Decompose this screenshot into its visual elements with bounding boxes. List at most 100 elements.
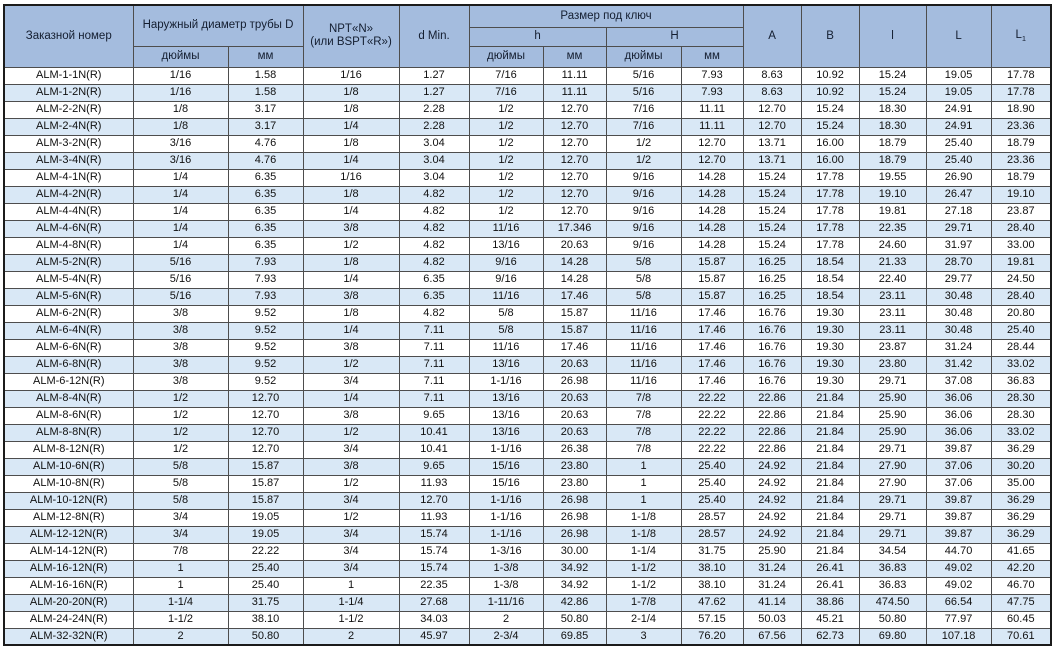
cell-l-small: 36.83	[858, 576, 927, 595]
cell-l-small: 15.24	[858, 66, 927, 85]
cell-b: 10.92	[800, 66, 860, 85]
table-row: ALM-3-2N(R) 3/16 4.76 1/8 3.04 1/2 12.70 1/2 12.…	[3, 134, 1052, 153]
cell-l-small: 23.11	[858, 321, 927, 340]
cell-l-small: 50.80	[858, 610, 927, 629]
cell-hbig-inches: 5/8	[605, 253, 682, 272]
cell-d-min: 45.97	[398, 627, 470, 646]
cell-b: 17.78	[800, 202, 860, 221]
cell-hbig-inches: 7/16	[605, 100, 682, 119]
cell-d-mm: 6.35	[227, 185, 304, 204]
cell-a: 22.86	[742, 423, 802, 442]
cell-hbig-inches: 9/16	[605, 219, 682, 238]
cell-order-number: ALM-2-2N(R)	[3, 100, 134, 119]
cell-d-inches: 1/8	[132, 100, 229, 119]
cell-d-inches: 1/2	[132, 389, 229, 408]
cell-l-big: 49.02	[925, 559, 992, 578]
cell-hbig-mm: 28.57	[680, 525, 744, 544]
cell-h-mm: 15.87	[542, 321, 607, 340]
cell-b: 16.00	[800, 134, 860, 153]
cell-b: 21.84	[800, 525, 860, 544]
cell-npt: 3/8	[302, 457, 400, 476]
cell-l-big: 26.90	[925, 168, 992, 187]
cell-d-min: 7.11	[398, 338, 470, 357]
cell-b: 18.54	[800, 253, 860, 272]
cell-d-mm: 6.35	[227, 168, 304, 187]
cell-h-mm: 42.86	[542, 593, 607, 612]
cell-npt: 1/2	[302, 236, 400, 255]
table-row: ALM-4-1N(R) 1/4 6.35 1/16 3.04 1/2 12.70 9/16 14…	[3, 168, 1052, 187]
cell-npt: 1/8	[302, 253, 400, 272]
cell-npt: 1/2	[302, 474, 400, 493]
cell-h-inches: 1-3/8	[468, 576, 544, 595]
cell-npt: 1/4	[302, 202, 400, 221]
cell-d-inches: 5/8	[132, 457, 229, 476]
cell-l1: 46.70	[990, 576, 1052, 595]
cell-a: 16.76	[742, 338, 802, 357]
cell-hbig-inches: 1	[605, 474, 682, 493]
cell-npt: 1/2	[302, 508, 400, 527]
cell-h-mm: 17.46	[542, 338, 607, 357]
cell-l-big: 49.02	[925, 576, 992, 595]
cell-d-min: 3.04	[398, 168, 470, 187]
cell-d-mm: 1.58	[227, 66, 304, 85]
table-row: ALM-5-2N(R) 5/16 7.93 1/8 4.82 9/16 14.28 5/8 15…	[3, 253, 1052, 272]
cell-l-big: 36.06	[925, 423, 992, 442]
cell-order-number: ALM-6-12N(R)	[3, 372, 134, 391]
cell-h-inches: 1-3/8	[468, 559, 544, 578]
table-row: ALM-6-6N(R) 3/8 9.52 3/8 7.11 11/16 17.46 11/16…	[3, 338, 1052, 357]
cell-d-min: 11.93	[398, 508, 470, 527]
cell-a: 15.24	[742, 202, 802, 221]
cell-l1: 42.20	[990, 559, 1052, 578]
table-row: ALM-4-6N(R) 1/4 6.35 3/8 4.82 11/16 17.346 9/16…	[3, 219, 1052, 238]
cell-d-inches: 5/8	[132, 491, 229, 510]
col-header-l1: L1	[990, 4, 1052, 68]
col-header-h-inches: дюймы	[468, 45, 544, 68]
cell-h-mm: 12.70	[542, 134, 607, 153]
cell-b: 21.84	[800, 423, 860, 442]
table-row: ALM-10-8N(R) 5/8 15.87 1/2 11.93 15/16 23.80 1 2…	[3, 474, 1052, 493]
cell-h-inches: 1-1/16	[468, 440, 544, 459]
table-row: ALM-2-2N(R) 1/8 3.17 1/8 2.28 1/2 12.70 7/16 11.…	[3, 100, 1052, 119]
cell-hbig-mm: 22.22	[680, 406, 744, 425]
cell-d-inches: 1/16	[132, 66, 229, 85]
cell-d-mm: 4.76	[227, 134, 304, 153]
cell-l-big: 36.06	[925, 406, 992, 425]
cell-order-number: ALM-6-8N(R)	[3, 355, 134, 374]
cell-h-inches: 5/8	[468, 321, 544, 340]
col-header-npt: NPT«N» (или BSPT«R»)	[302, 4, 400, 68]
cell-b: 15.24	[800, 117, 860, 136]
cell-d-mm: 25.40	[227, 559, 304, 578]
cell-a: 16.25	[742, 253, 802, 272]
cell-d-inches: 3/4	[132, 508, 229, 527]
cell-d-mm: 50.80	[227, 627, 304, 646]
cell-a: 25.90	[742, 542, 802, 561]
cell-hbig-inches: 5/8	[605, 270, 682, 289]
cell-order-number: ALM-14-12N(R)	[3, 542, 134, 561]
cell-a: 24.92	[742, 525, 802, 544]
cell-b: 21.84	[800, 491, 860, 510]
table-row: ALM-20-20N(R) 1-1/4 31.75 1-1/4 27.68 1-11/16…	[3, 593, 1052, 612]
col-header-h-big: H	[605, 26, 744, 47]
cell-l1: 28.30	[990, 406, 1052, 425]
cell-npt: 3/4	[302, 491, 400, 510]
cell-l1: 28.30	[990, 389, 1052, 408]
cell-l1: 28.44	[990, 338, 1052, 357]
l1-subscript: 1	[1021, 33, 1027, 43]
cell-hbig-inches: 7/8	[605, 406, 682, 425]
cell-order-number: ALM-20-20N(R)	[3, 593, 134, 612]
cell-d-inches: 1/8	[132, 117, 229, 136]
cell-l-small: 18.79	[858, 134, 927, 153]
cell-order-number: ALM-1-2N(R)	[3, 83, 134, 102]
cell-l1: 19.10	[990, 185, 1052, 204]
cell-d-mm: 38.10	[227, 610, 304, 629]
table-row: ALM-12-8N(R) 3/4 19.05 1/2 11.93 1-1/16 26.98 1…	[3, 508, 1052, 527]
cell-l-big: 31.42	[925, 355, 992, 374]
cell-hbig-inches: 7/8	[605, 389, 682, 408]
cell-order-number: ALM-5-6N(R)	[3, 287, 134, 306]
cell-h-inches: 2	[468, 610, 544, 629]
cell-d-min: 15.74	[398, 542, 470, 561]
cell-l-small: 25.90	[858, 423, 927, 442]
cell-d-mm: 12.70	[227, 389, 304, 408]
cell-d-min: 7.11	[398, 372, 470, 391]
cell-d-mm: 9.52	[227, 372, 304, 391]
